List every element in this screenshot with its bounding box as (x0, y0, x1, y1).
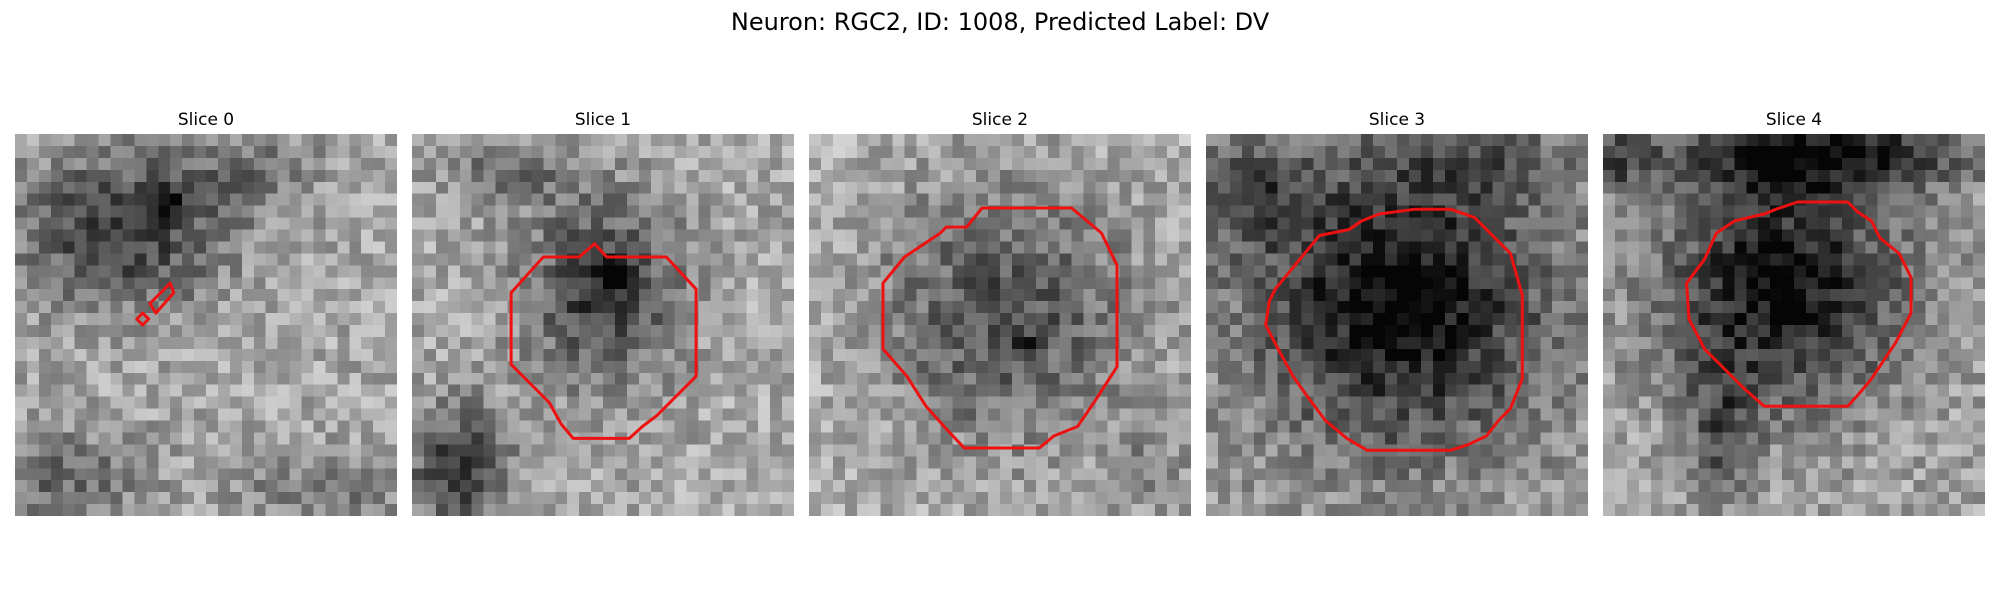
slice-image (15, 134, 397, 516)
pixel-grid (412, 134, 794, 516)
slice-image (412, 134, 794, 516)
pixel-grid (809, 134, 1191, 516)
segmentation-contour (135, 311, 151, 327)
slice-title: Slice 4 (1765, 110, 1823, 130)
segmentation-contour (881, 206, 1119, 450)
segmentation-contour (509, 242, 698, 440)
slice-title: Slice 0 (177, 110, 235, 130)
segmentation-contour (148, 281, 176, 315)
slice-image (1603, 134, 1985, 516)
slice-image (809, 134, 1191, 516)
pixel-grid (1206, 134, 1588, 516)
segmentation-contour (1264, 207, 1524, 452)
figure-title: Neuron: RGC2, ID: 1008, Predicted Label:… (730, 8, 1270, 36)
slice-image (1206, 134, 1588, 516)
pixel-grid (1603, 134, 1985, 516)
pixel-grid (15, 134, 397, 516)
slice-title: Slice 1 (574, 110, 632, 130)
slice-title: Slice 3 (1368, 110, 1426, 130)
slice-title: Slice 2 (971, 110, 1029, 130)
segmentation-contour (1685, 200, 1913, 408)
